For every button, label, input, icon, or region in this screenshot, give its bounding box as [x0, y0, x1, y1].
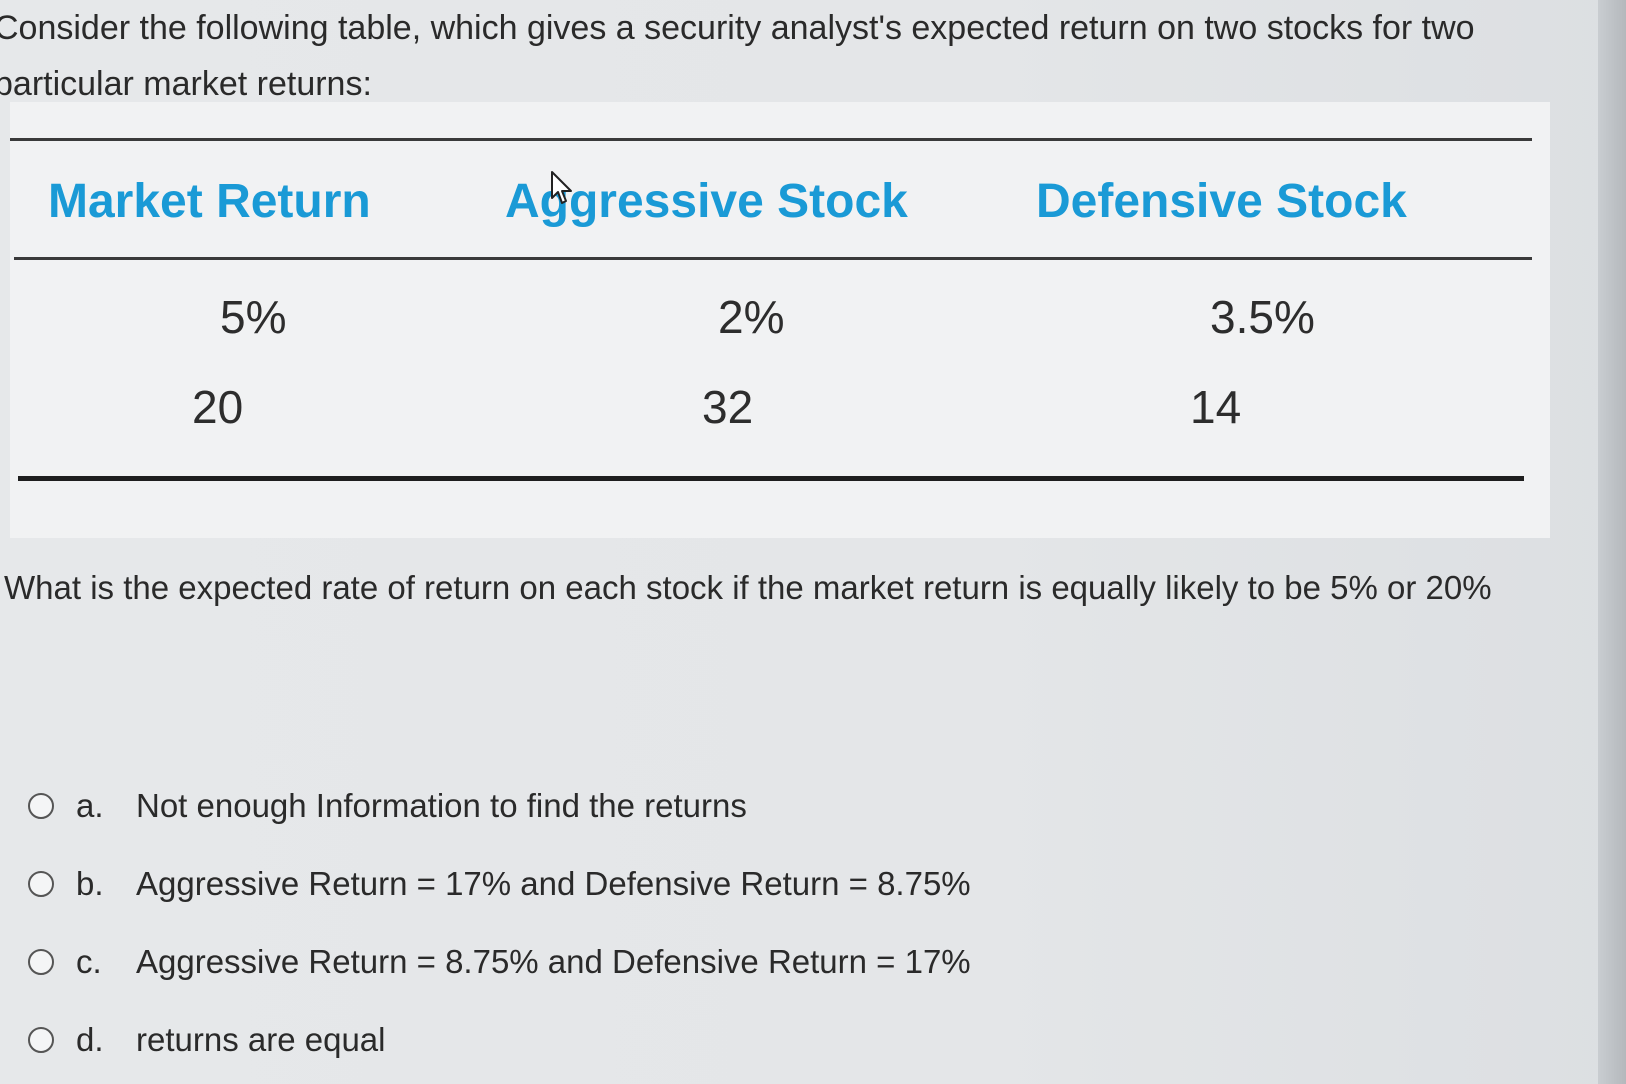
- option-d[interactable]: d. returns are equal: [28, 1018, 385, 1062]
- option-c-letter: c.: [76, 943, 102, 980]
- cell-defensive-1: 3.5%: [1210, 291, 1315, 343]
- radio-button-icon[interactable]: [28, 793, 54, 819]
- table-bottom-rule: [18, 476, 1524, 481]
- mouse-pointer-icon: [551, 171, 572, 204]
- option-d-letter: d.: [76, 1021, 104, 1058]
- option-b-letter: b.: [76, 865, 104, 902]
- cell-defensive-2: 14: [1190, 381, 1242, 433]
- option-a[interactable]: a. Not enough Information to find the re…: [28, 784, 747, 828]
- option-b-text: Aggressive Return = 17% and Defensive Re…: [136, 865, 971, 902]
- cell-aggressive-2: 32: [702, 381, 754, 433]
- option-c-text: Aggressive Return = 8.75% and Defensive …: [136, 943, 971, 980]
- header-market-return: Market Return: [48, 175, 371, 228]
- header-aggressive-stock: Aggressive Stock: [505, 175, 908, 228]
- cell-market-return-1: 5%: [220, 291, 287, 343]
- header-defensive-stock: Defensive Stock: [1036, 175, 1407, 228]
- option-a-letter: a.: [76, 787, 104, 824]
- cell-aggressive-1: 2%: [718, 291, 785, 343]
- radio-button-icon[interactable]: [28, 949, 54, 975]
- table-header-rule: [14, 257, 1532, 260]
- option-c[interactable]: c. Aggressive Return = 8.75% and Defensi…: [28, 940, 971, 984]
- screen-edge: [1598, 0, 1626, 1084]
- radio-button-icon[interactable]: [28, 1027, 54, 1053]
- radio-button-icon[interactable]: [28, 871, 54, 897]
- option-a-text: Not enough Information to find the retur…: [136, 787, 747, 824]
- option-d-text: returns are equal: [136, 1021, 386, 1058]
- table-top-rule: [10, 138, 1532, 141]
- returns-table: Market Return Aggressive Stock Defensive…: [10, 102, 1550, 538]
- question-prompt: What is the expected rate of return on e…: [4, 569, 1492, 606]
- cell-market-return-2: 20: [192, 381, 244, 433]
- option-b[interactable]: b. Aggressive Return = 17% and Defensive…: [28, 862, 971, 906]
- question-intro: Consider the following table, which give…: [0, 9, 1475, 103]
